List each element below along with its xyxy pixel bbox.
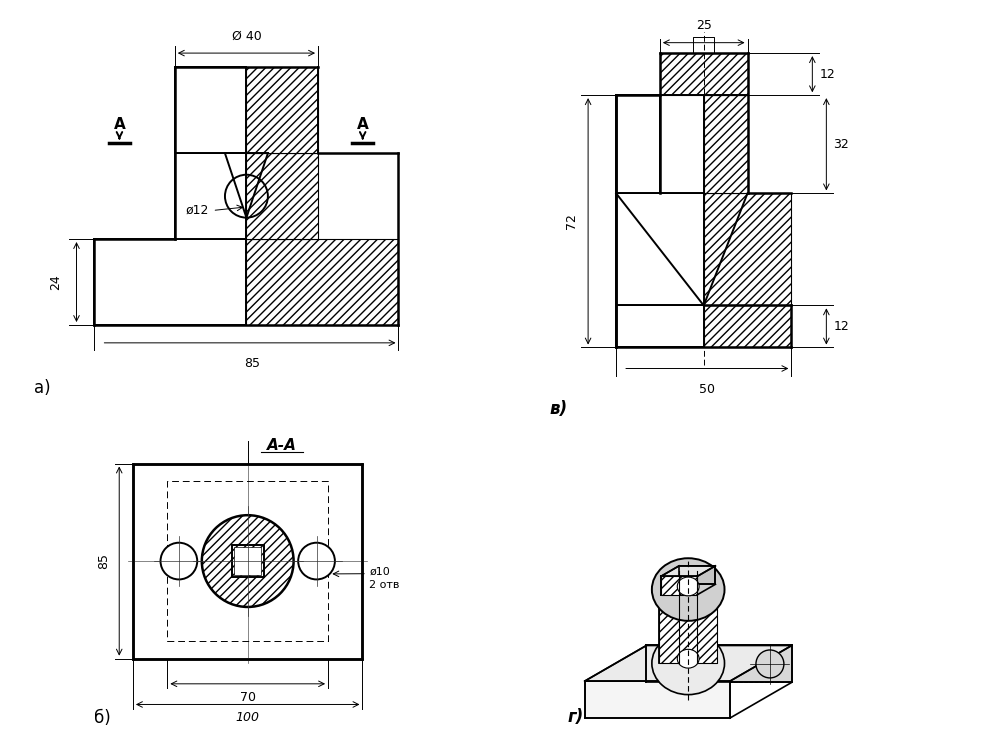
Text: 12: 12 xyxy=(833,320,849,333)
Text: ø10: ø10 xyxy=(369,567,390,576)
Text: 70: 70 xyxy=(240,691,256,703)
Text: а): а) xyxy=(34,378,50,397)
Polygon shape xyxy=(585,681,730,718)
Text: 100: 100 xyxy=(236,712,260,725)
Text: A: A xyxy=(114,117,125,132)
Text: б): б) xyxy=(94,709,111,728)
Text: в): в) xyxy=(550,400,568,417)
Polygon shape xyxy=(94,239,246,325)
Text: 12: 12 xyxy=(819,67,835,81)
Polygon shape xyxy=(660,95,704,193)
Text: 72: 72 xyxy=(565,214,578,229)
Ellipse shape xyxy=(677,649,699,668)
Polygon shape xyxy=(704,193,791,305)
Text: A: A xyxy=(357,117,369,132)
Circle shape xyxy=(298,542,335,580)
Text: 50: 50 xyxy=(699,383,715,395)
Ellipse shape xyxy=(677,577,699,596)
Polygon shape xyxy=(175,67,246,153)
Ellipse shape xyxy=(652,559,725,621)
Polygon shape xyxy=(232,545,264,577)
Text: Ø 40: Ø 40 xyxy=(232,29,261,42)
Ellipse shape xyxy=(652,632,725,695)
Polygon shape xyxy=(661,576,697,595)
Polygon shape xyxy=(646,646,792,682)
Polygon shape xyxy=(616,193,704,305)
Text: 32: 32 xyxy=(833,138,849,151)
Polygon shape xyxy=(659,589,717,663)
Text: г): г) xyxy=(568,709,584,726)
Circle shape xyxy=(202,515,294,607)
Polygon shape xyxy=(585,646,792,681)
Circle shape xyxy=(756,650,784,678)
Text: ø12: ø12 xyxy=(185,204,209,217)
Polygon shape xyxy=(246,239,398,325)
Polygon shape xyxy=(704,95,748,193)
Polygon shape xyxy=(660,53,748,95)
Polygon shape xyxy=(661,566,715,576)
Polygon shape xyxy=(616,305,704,348)
Text: 24: 24 xyxy=(49,274,62,290)
Polygon shape xyxy=(704,305,791,348)
Text: 25: 25 xyxy=(696,19,712,32)
Polygon shape xyxy=(234,548,261,575)
Text: A-A: A-A xyxy=(267,438,297,452)
Polygon shape xyxy=(616,95,704,193)
Polygon shape xyxy=(679,566,715,584)
Polygon shape xyxy=(246,153,318,239)
Text: 85: 85 xyxy=(244,357,260,370)
Circle shape xyxy=(161,542,197,580)
Text: 85: 85 xyxy=(97,553,110,569)
Text: 2 отв: 2 отв xyxy=(369,580,400,590)
Polygon shape xyxy=(246,67,318,153)
Polygon shape xyxy=(661,576,697,595)
Polygon shape xyxy=(133,463,362,659)
Polygon shape xyxy=(175,153,246,239)
